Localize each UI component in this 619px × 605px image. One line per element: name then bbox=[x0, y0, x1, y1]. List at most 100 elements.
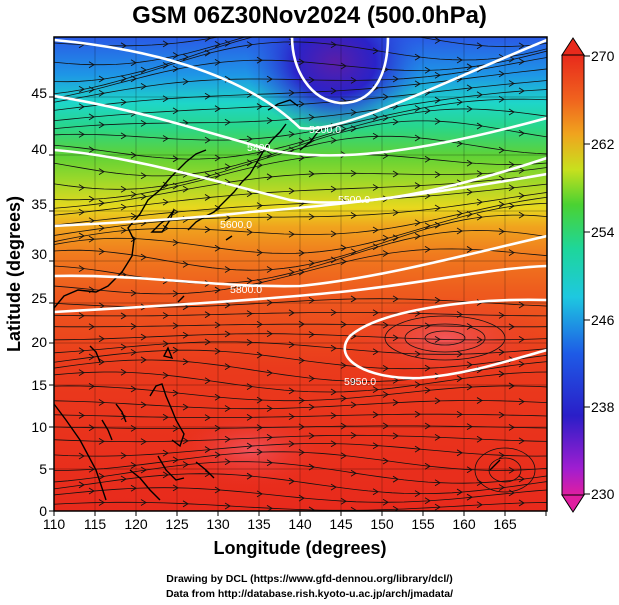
streamline-arrow bbox=[508, 382, 515, 390]
streamline-arrow bbox=[382, 365, 389, 372]
streamline bbox=[54, 443, 547, 457]
streamline-arrow bbox=[424, 422, 431, 430]
streamline-arrow bbox=[224, 330, 231, 338]
streamline-arrow bbox=[434, 503, 441, 511]
streamline-arrow bbox=[224, 118, 231, 126]
streamline-arrow bbox=[130, 385, 137, 393]
streamline-arrow bbox=[246, 135, 253, 143]
streamline-arrow bbox=[78, 103, 85, 111]
streamline-arrow bbox=[498, 411, 505, 419]
streamline-arrow bbox=[88, 353, 95, 361]
streamline bbox=[54, 400, 547, 410]
streamline-arrow bbox=[182, 437, 189, 445]
streamline-arrow bbox=[78, 369, 85, 376]
streamline-arrow bbox=[246, 277, 253, 285]
streamline-arrow bbox=[78, 312, 85, 320]
streamline-arrow bbox=[392, 234, 399, 242]
streamline-arrow bbox=[308, 170, 315, 178]
streamline-arrow bbox=[88, 465, 95, 473]
streamline-arrow bbox=[466, 466, 473, 474]
streamline-arrow bbox=[340, 422, 347, 430]
streamline-arrow bbox=[518, 211, 525, 219]
contour-label: 5500.0 bbox=[338, 194, 370, 206]
x-tick-label: 120 bbox=[124, 516, 148, 532]
streamline-arrow bbox=[246, 310, 253, 318]
streamline-arrow bbox=[424, 497, 431, 505]
streamline-arrow bbox=[372, 309, 379, 317]
streamline-arrow bbox=[172, 290, 179, 298]
streamline-arrow bbox=[162, 449, 169, 457]
streamline-arrow bbox=[340, 497, 347, 505]
streamline-arrow bbox=[518, 301, 525, 309]
streamline-arrow bbox=[382, 152, 389, 160]
streamline-arrow bbox=[256, 103, 263, 110]
x-tick-label: 160 bbox=[452, 516, 476, 532]
y-tick-label: 30 bbox=[31, 246, 47, 262]
streamline-arrow bbox=[267, 29, 272, 35]
streamline-arrow bbox=[246, 159, 253, 167]
streamline-arrow bbox=[350, 169, 357, 177]
x-tick-label: 110 bbox=[43, 516, 66, 532]
colorbar-label: 254 bbox=[591, 224, 615, 240]
streamline-arrow bbox=[330, 256, 337, 264]
streamline-arrow bbox=[130, 289, 137, 297]
streamline-arrow bbox=[393, 30, 398, 36]
streamline-arrow bbox=[256, 320, 263, 328]
streamline-arrow bbox=[456, 488, 463, 496]
streamline-arrow bbox=[434, 37, 441, 44]
streamline-arrow bbox=[172, 346, 179, 354]
contour-label: 5800.0 bbox=[230, 284, 262, 296]
streamline-arrow bbox=[518, 129, 525, 137]
streamline-arrow bbox=[456, 227, 463, 235]
streamline-arrow bbox=[204, 414, 211, 421]
streamline-arrow bbox=[256, 161, 263, 169]
streamline-arrow bbox=[508, 161, 515, 168]
streamline bbox=[54, 413, 547, 418]
streamline-arrow bbox=[120, 75, 127, 83]
streamline-arrow bbox=[298, 320, 305, 328]
streamline bbox=[54, 371, 547, 393]
streamline-arrow bbox=[498, 348, 505, 356]
x-tick-label: 165 bbox=[493, 516, 517, 532]
streamline-arrow bbox=[120, 227, 127, 234]
streamline-arrow bbox=[518, 335, 525, 343]
streamline-arrow bbox=[476, 213, 483, 221]
streamline-arrow bbox=[182, 53, 189, 61]
streamline-arrow bbox=[288, 477, 295, 485]
streamline-arrow bbox=[372, 132, 379, 140]
y-tick-label: 15 bbox=[31, 377, 47, 393]
streamline-arrow bbox=[298, 154, 305, 162]
streamline bbox=[54, 108, 547, 160]
streamline-arrow bbox=[308, 213, 315, 221]
streamline-arrow bbox=[256, 424, 263, 432]
streamline-arrow bbox=[340, 258, 347, 265]
streamline-arrow bbox=[256, 448, 263, 456]
streamline-arrow bbox=[434, 117, 441, 125]
streamline bbox=[54, 68, 547, 111]
streamline-arrow bbox=[214, 486, 221, 494]
streamline-arrow bbox=[498, 146, 505, 154]
streamline-arrow bbox=[98, 335, 105, 343]
streamline-arrow bbox=[246, 338, 253, 346]
streamline bbox=[54, 37, 547, 83]
streamline-arrow bbox=[456, 210, 463, 217]
streamline-arrow bbox=[298, 448, 305, 456]
streamline-arrow bbox=[466, 423, 473, 430]
streamline-arrow bbox=[162, 198, 169, 206]
credit-data-source: Data from http://database.rish.kyoto-u.a… bbox=[165, 588, 454, 600]
streamline-arrow bbox=[508, 249, 515, 256]
streamline-arrow bbox=[382, 114, 389, 122]
streamline-arrow bbox=[266, 117, 273, 125]
streamline-arrow bbox=[88, 113, 95, 121]
streamline-arrow bbox=[414, 490, 421, 498]
streamline bbox=[54, 37, 221, 47]
streamline-arrow bbox=[256, 56, 263, 64]
streamline-arrow bbox=[88, 146, 95, 153]
streamline-arrow bbox=[498, 95, 505, 103]
streamline-arrow bbox=[246, 413, 253, 421]
streamline-arrow bbox=[204, 37, 211, 42]
contour-5600 bbox=[54, 172, 547, 228]
streamline-arrow bbox=[434, 296, 441, 304]
streamline bbox=[54, 461, 547, 484]
colorbar-bar bbox=[561, 54, 585, 496]
